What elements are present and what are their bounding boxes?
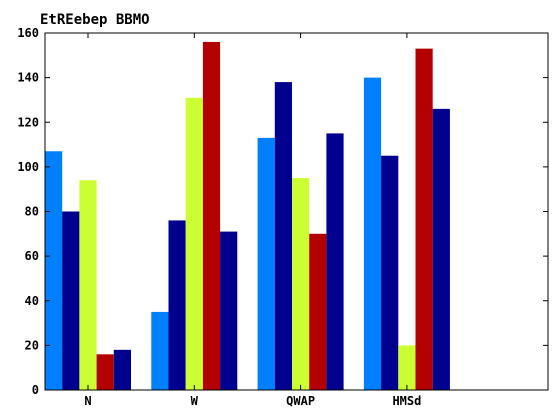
- y-tick-label: 140: [17, 71, 39, 85]
- x-tick-label-hmsd: HMSd: [392, 394, 421, 408]
- x-tick-label-qwap: QWAP: [286, 394, 315, 408]
- chart-title: EtREebep BBMO: [40, 12, 150, 28]
- y-tick-label: 120: [17, 115, 39, 129]
- bar-hmsd-s2: [381, 155, 399, 390]
- bar-qwap-s1: [257, 137, 275, 390]
- bars-group: [45, 41, 450, 391]
- y-tick-label: 80: [25, 205, 39, 219]
- bar-qwap-s5: [326, 133, 344, 390]
- bar-qwap-s4: [309, 233, 327, 390]
- x-tick-label-w: W: [191, 394, 199, 408]
- bar-w-s5: [220, 231, 238, 390]
- y-tick-label: 60: [25, 249, 39, 263]
- bar-hmsd-s5: [432, 108, 450, 391]
- bar-w-s1: [151, 311, 169, 390]
- bar-qwap-s2: [274, 82, 292, 390]
- y-tick-label: 40: [25, 294, 39, 308]
- bar-w-s3: [185, 97, 203, 391]
- y-tick-label: 160: [17, 26, 39, 40]
- bar-hmsd-s1: [363, 77, 382, 391]
- y-tick-label: 0: [32, 383, 39, 397]
- bar-qwap-s3: [292, 178, 310, 390]
- bar-hmsd-s4: [415, 48, 433, 391]
- bar-n-s2: [62, 211, 80, 390]
- x-axis: N W QWAP HMSd: [84, 33, 421, 408]
- bar-w-s4: [202, 41, 221, 391]
- y-tick-label: 100: [17, 160, 39, 174]
- bar-hmsd-s3: [398, 345, 416, 391]
- bar-n-s5: [113, 349, 131, 390]
- bar-n-s4: [96, 354, 114, 390]
- bar-n-s1: [45, 151, 63, 390]
- y-axis: 0 20 40 60 80 100 120 140 160: [17, 26, 548, 397]
- y-tick-label: 20: [25, 338, 39, 352]
- bar-w-s2: [168, 220, 186, 390]
- bar-n-s3: [79, 180, 97, 390]
- x-tick-label-n: N: [84, 394, 91, 408]
